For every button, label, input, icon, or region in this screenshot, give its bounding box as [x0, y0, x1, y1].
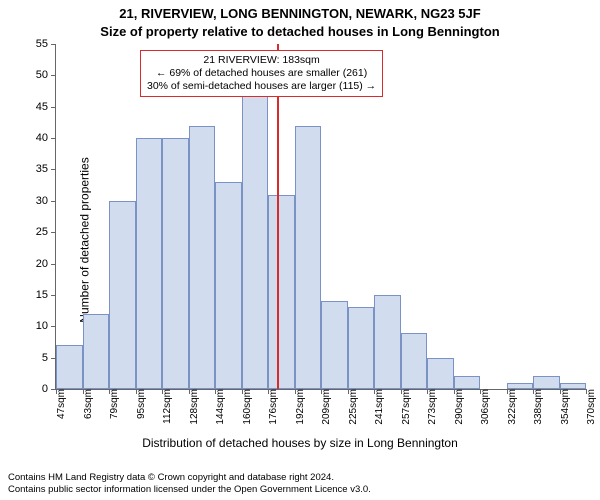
y-tick-label: 55	[36, 38, 56, 50]
histogram-bar	[295, 126, 322, 389]
footer-line1: Contains HM Land Registry data © Crown c…	[8, 472, 592, 484]
histogram-bar	[454, 376, 481, 389]
histogram-bar	[268, 195, 295, 389]
histogram-bar	[560, 383, 587, 389]
histogram-bar	[189, 126, 216, 389]
footer-attribution: Contains HM Land Registry data © Crown c…	[8, 472, 592, 496]
y-tick-label: 35	[36, 163, 56, 175]
histogram-bar	[427, 358, 454, 389]
chart-title-line2: Size of property relative to detached ho…	[0, 24, 600, 39]
annotation-line: 30% of semi-detached houses are larger (…	[147, 80, 376, 93]
histogram-bar	[401, 333, 428, 389]
annotation-line: 21 RIVERVIEW: 183sqm	[147, 54, 376, 67]
histogram-bar	[374, 295, 401, 389]
y-tick-label: 30	[36, 195, 56, 207]
histogram-bar	[533, 376, 560, 389]
footer-line2: Contains public sector information licen…	[8, 484, 592, 496]
y-tick-label: 20	[36, 258, 56, 270]
histogram-bar	[348, 307, 375, 389]
y-tick-label: 5	[42, 352, 56, 364]
histogram-bar	[242, 94, 269, 389]
y-tick-label: 50	[36, 69, 56, 81]
chart-container: 21, RIVERVIEW, LONG BENNINGTON, NEWARK, …	[0, 0, 600, 500]
histogram-bar	[162, 138, 189, 389]
y-tick-label: 40	[36, 132, 56, 144]
y-tick-label: 0	[42, 383, 56, 395]
y-tick-label: 45	[36, 101, 56, 113]
y-tick-label: 15	[36, 289, 56, 301]
x-axis-label: Distribution of detached houses by size …	[0, 436, 600, 450]
histogram-bar	[136, 138, 163, 389]
histogram-bar	[56, 345, 83, 389]
histogram-bar	[83, 314, 110, 389]
chart-title-line1: 21, RIVERVIEW, LONG BENNINGTON, NEWARK, …	[0, 6, 600, 21]
histogram-bar	[109, 201, 136, 389]
histogram-bar	[507, 383, 534, 389]
y-tick-label: 10	[36, 320, 56, 332]
annotation-line: ← 69% of detached houses are smaller (26…	[147, 67, 376, 80]
histogram-bar	[215, 182, 242, 389]
annotation-box: 21 RIVERVIEW: 183sqm← 69% of detached ho…	[140, 50, 383, 97]
histogram-bar	[321, 301, 348, 389]
y-tick-label: 25	[36, 226, 56, 238]
